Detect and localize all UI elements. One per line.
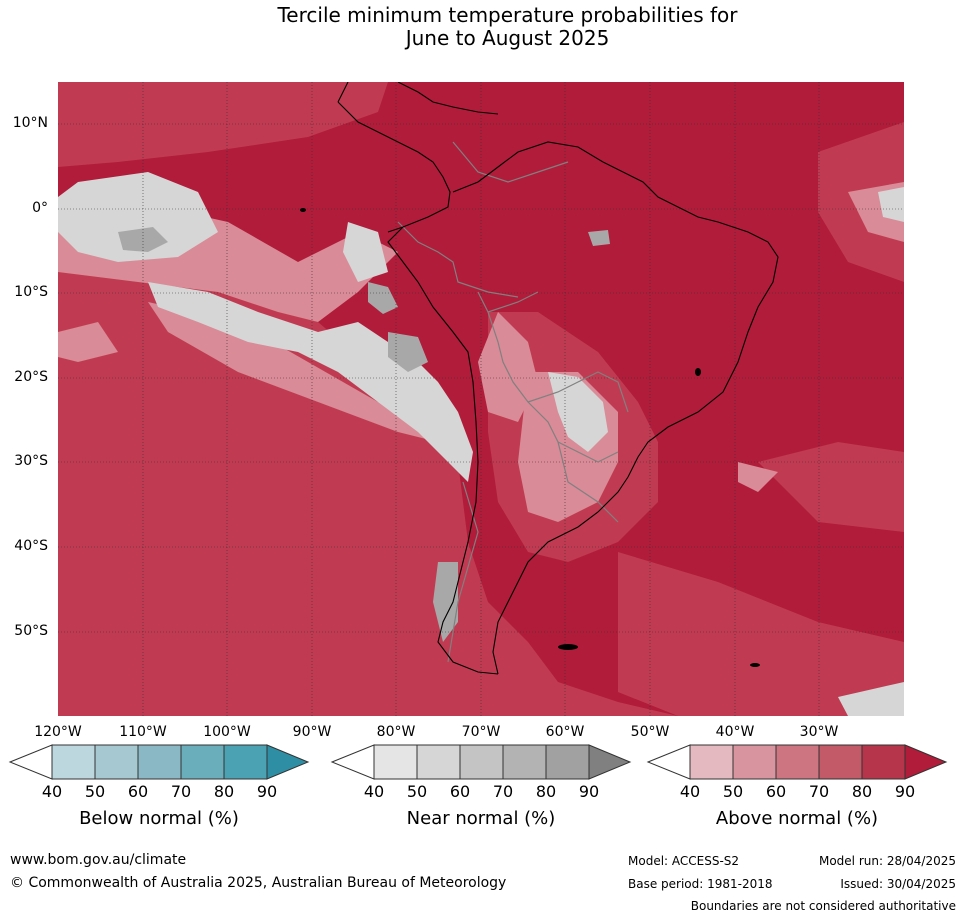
copyright-text: © Commonwealth of Australia 2025, Austra…	[10, 875, 507, 891]
near-normal-colorbar	[330, 744, 632, 780]
below-normal-colorbar	[8, 744, 310, 780]
near-tick-70: 70	[492, 782, 514, 801]
disclaimer-text: Boundaries are not considered authoritat…	[690, 899, 956, 913]
lon-label-40w: 40°W	[715, 724, 755, 740]
below-normal-swatch-5	[223, 744, 268, 780]
above-normal-swatch-0	[646, 744, 691, 780]
below-tick-60: 60	[127, 782, 149, 801]
near-normal-swatch-4	[502, 744, 547, 780]
near-tick-60: 60	[449, 782, 471, 801]
forecast-map	[58, 82, 904, 716]
near-tick-50: 50	[406, 782, 428, 801]
near-normal-regions	[58, 172, 904, 716]
model-run-text: Model run: 28/04/2025	[818, 854, 956, 868]
below-normal-swatch-0	[8, 744, 53, 780]
below-normal-swatch-4	[180, 744, 225, 780]
near-normal-swatch-1	[373, 744, 418, 780]
lon-label-50w: 50°W	[630, 724, 670, 740]
base-period-text: Base period: 1981-2018	[628, 877, 773, 891]
near-normal-swatch-0	[330, 744, 375, 780]
above-tick-50: 50	[722, 782, 744, 801]
lat-label-40s: 40°S	[14, 538, 48, 554]
website-link[interactable]: www.bom.gov.au/climate	[10, 852, 187, 868]
near-normal-swatch-3	[459, 744, 504, 780]
below-tick-80: 80	[213, 782, 235, 801]
lat-label-30s: 30°S	[14, 453, 48, 469]
below-tick-50: 50	[84, 782, 106, 801]
below-normal-label: Below normal (%)	[79, 808, 239, 829]
above-tick-80: 80	[851, 782, 873, 801]
lat-label-20s: 20°S	[14, 369, 48, 385]
graticule	[58, 82, 904, 716]
map-svg	[58, 82, 904, 716]
lat-label-50s: 50°S	[14, 623, 48, 639]
below-normal-swatch-3	[137, 744, 182, 780]
above-tick-60: 60	[765, 782, 787, 801]
lon-label-30w: 30°W	[799, 724, 839, 740]
model-text: Model: ACCESS-S2	[628, 854, 740, 868]
lon-label-100w: 100°W	[203, 724, 251, 740]
lon-label-110w: 110°W	[119, 724, 167, 740]
above-normal-label: Above normal (%)	[715, 808, 879, 829]
above-normal-swatch-1	[689, 744, 734, 780]
lat-label-10s: 10°S	[14, 284, 48, 300]
above-tick-90: 90	[894, 782, 916, 801]
above-normal-colorbar	[646, 744, 948, 780]
title-line-1: Tercile minimum temperature probabilitie…	[277, 3, 738, 27]
near-tick-40: 40	[363, 782, 385, 801]
above-normal-swatch-3	[775, 744, 820, 780]
above-tick-40: 40	[679, 782, 701, 801]
near-normal-swatch-5	[545, 744, 590, 780]
issued-text: Issued: 30/04/2025	[840, 877, 956, 891]
lat-label-0: 0°	[32, 200, 48, 216]
below-normal-swatch-1	[51, 744, 96, 780]
above-tick-70: 70	[808, 782, 830, 801]
lon-label-60w: 60°W	[545, 724, 585, 740]
islands	[300, 208, 760, 667]
near-tick-90: 90	[578, 782, 600, 801]
lon-label-90w: 90°W	[292, 724, 332, 740]
above-normal-swatch-5	[861, 744, 906, 780]
below-tick-70: 70	[170, 782, 192, 801]
near-normal-swatch-2	[416, 744, 461, 780]
above-normal-swatch-6	[904, 744, 948, 780]
lat-label-10n: 10°N	[12, 115, 48, 131]
above-normal-swatch-4	[818, 744, 863, 780]
lon-label-80w: 80°W	[376, 724, 416, 740]
country-borders	[397, 141, 629, 663]
near-tick-80: 80	[535, 782, 557, 801]
below-normal-swatch-2	[94, 744, 139, 780]
below-normal-swatch-6	[266, 744, 310, 780]
below-tick-40: 40	[41, 782, 63, 801]
title-line-2: June to August 2025	[405, 26, 610, 50]
chart-title: Tercile minimum temperature probabilitie…	[0, 4, 965, 50]
below-tick-90: 90	[256, 782, 278, 801]
near-normal-dark-regions	[118, 227, 610, 642]
above-normal-swatch-2	[732, 744, 777, 780]
lon-label-70w: 70°W	[461, 724, 501, 740]
lon-label-120w: 120°W	[34, 724, 82, 740]
near-normal-label: Near normal (%)	[406, 808, 556, 829]
near-normal-swatch-6	[588, 744, 632, 780]
coastline	[337, 82, 779, 675]
